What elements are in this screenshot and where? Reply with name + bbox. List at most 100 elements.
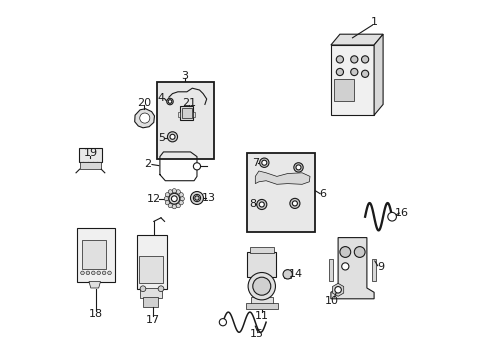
Polygon shape <box>332 283 343 296</box>
Circle shape <box>293 163 303 172</box>
Circle shape <box>180 197 184 201</box>
Polygon shape <box>134 109 154 128</box>
Text: 7: 7 <box>251 158 258 168</box>
Circle shape <box>336 56 343 63</box>
Text: 1: 1 <box>370 17 378 27</box>
Circle shape <box>259 202 264 207</box>
Circle shape <box>164 197 168 201</box>
Circle shape <box>91 271 95 275</box>
Circle shape <box>165 201 169 205</box>
Bar <box>328 259 332 281</box>
Text: 9: 9 <box>376 262 384 272</box>
Circle shape <box>289 198 299 208</box>
Circle shape <box>179 193 183 197</box>
Text: 13: 13 <box>201 193 215 203</box>
Polygon shape <box>373 34 382 115</box>
Bar <box>245 303 277 309</box>
Bar <box>136 235 167 289</box>
Bar <box>178 112 180 117</box>
Polygon shape <box>284 271 291 278</box>
Circle shape <box>341 263 348 270</box>
Circle shape <box>140 113 149 123</box>
Bar <box>80 162 101 169</box>
Circle shape <box>170 134 175 139</box>
Text: 17: 17 <box>145 315 160 325</box>
Circle shape <box>168 203 172 208</box>
Circle shape <box>387 212 396 221</box>
Circle shape <box>176 190 180 194</box>
Circle shape <box>166 98 173 105</box>
Circle shape <box>168 190 172 194</box>
Text: 12: 12 <box>146 194 161 204</box>
Circle shape <box>165 193 169 197</box>
Circle shape <box>179 201 183 205</box>
Text: 4: 4 <box>157 93 164 103</box>
Text: 3: 3 <box>181 71 188 81</box>
Circle shape <box>168 100 171 103</box>
Circle shape <box>334 287 341 293</box>
Circle shape <box>107 271 111 275</box>
Circle shape <box>292 201 297 206</box>
Circle shape <box>219 319 226 326</box>
Text: 5: 5 <box>158 132 165 143</box>
Text: 14: 14 <box>289 269 303 279</box>
Circle shape <box>86 271 89 275</box>
Text: 6: 6 <box>319 189 326 199</box>
Text: 2: 2 <box>143 159 151 169</box>
Circle shape <box>193 163 200 170</box>
Circle shape <box>256 199 266 210</box>
Circle shape <box>259 158 268 167</box>
Bar <box>79 148 102 162</box>
Circle shape <box>102 271 106 275</box>
Circle shape <box>140 286 145 292</box>
Bar <box>249 247 273 253</box>
Circle shape <box>190 192 203 204</box>
Circle shape <box>172 189 176 193</box>
Circle shape <box>168 193 179 204</box>
Bar <box>157 82 213 159</box>
Text: 20: 20 <box>137 98 151 108</box>
Polygon shape <box>255 171 309 184</box>
Circle shape <box>354 247 365 257</box>
Bar <box>81 240 106 269</box>
Text: 19: 19 <box>83 148 97 158</box>
Circle shape <box>252 277 270 295</box>
Circle shape <box>247 273 275 300</box>
Circle shape <box>361 56 368 63</box>
Text: 21: 21 <box>181 98 195 108</box>
Bar <box>179 106 193 120</box>
Circle shape <box>361 70 368 77</box>
Circle shape <box>339 247 350 257</box>
Bar <box>334 79 354 101</box>
Bar <box>371 259 375 281</box>
Text: 11: 11 <box>254 311 268 321</box>
Bar <box>330 45 373 115</box>
Circle shape <box>193 194 200 202</box>
Polygon shape <box>89 282 101 288</box>
Polygon shape <box>330 34 382 45</box>
Text: 15: 15 <box>249 329 264 339</box>
Circle shape <box>194 196 199 200</box>
Circle shape <box>261 160 266 165</box>
Bar <box>250 297 272 304</box>
Circle shape <box>158 286 163 292</box>
Bar <box>247 252 276 277</box>
Bar <box>139 256 163 283</box>
Text: 8: 8 <box>248 199 255 210</box>
Circle shape <box>295 165 301 170</box>
Text: 10: 10 <box>324 296 338 306</box>
Circle shape <box>283 270 292 279</box>
Polygon shape <box>330 238 373 299</box>
Bar <box>142 297 158 307</box>
Circle shape <box>171 196 177 202</box>
Bar <box>192 112 194 117</box>
Circle shape <box>350 56 357 63</box>
Circle shape <box>336 68 343 76</box>
Bar <box>181 108 191 118</box>
Text: 16: 16 <box>394 208 408 218</box>
Circle shape <box>81 271 84 275</box>
Bar <box>246 153 315 232</box>
Bar <box>77 228 115 282</box>
Text: 18: 18 <box>89 309 103 319</box>
Circle shape <box>97 271 101 275</box>
